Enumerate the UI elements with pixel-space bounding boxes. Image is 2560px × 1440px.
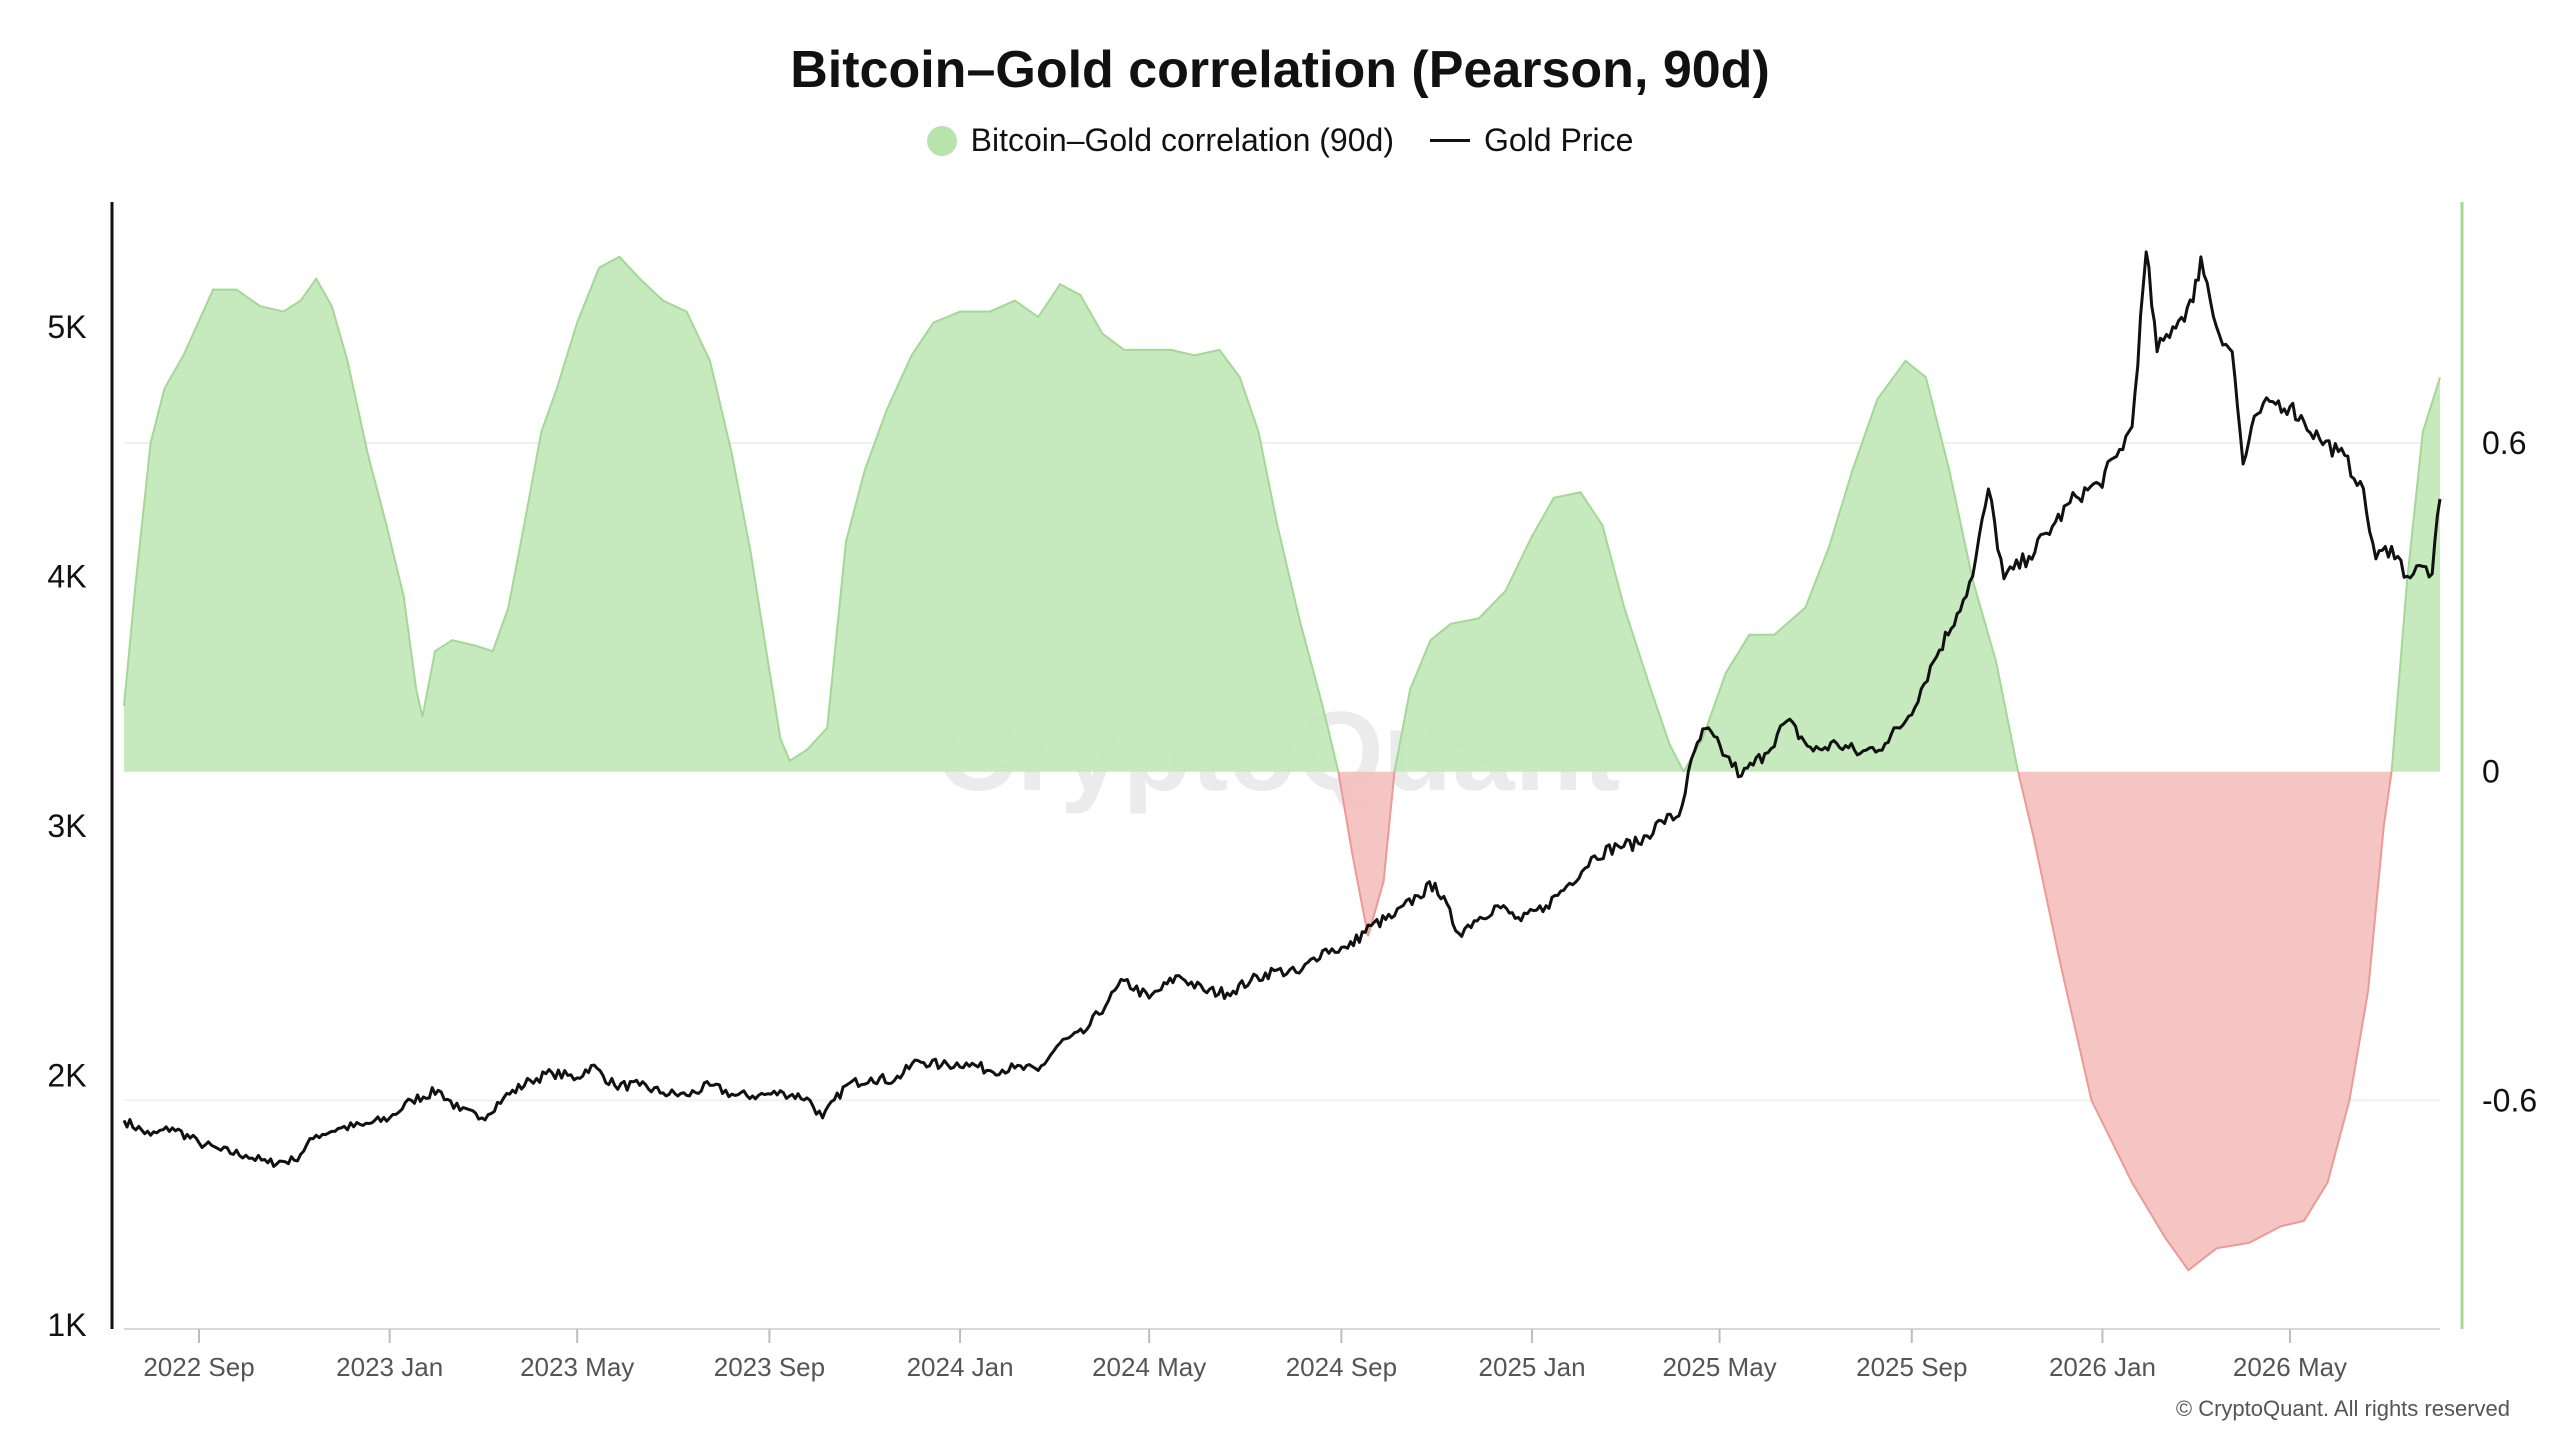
- legend-swatch-gold: [1429, 139, 1470, 142]
- y-left-tick-label: 1K: [47, 1307, 86, 1343]
- correlation-area-positive: [2391, 377, 2440, 772]
- x-tick-label: 2026 May: [2233, 1352, 2347, 1382]
- legend-item-gold[interactable]: Gold Price: [1429, 122, 1634, 159]
- legend-item-correlation[interactable]: Bitcoin–Gold correlation (90d): [926, 122, 1394, 159]
- legend: Bitcoin–Gold correlation (90d) Gold Pric…: [0, 122, 2560, 159]
- x-tick-label: 2024 Jan: [907, 1352, 1014, 1382]
- tick-layer: 2022 Sep 2023 Jan 2023 May 2023 Sep 2024 Jan…: [47, 309, 2537, 1382]
- x-tick-label: 2024 May: [1092, 1352, 1206, 1382]
- x-tick-label: 2022 Sep: [143, 1352, 254, 1382]
- correlation-area-positive: [1394, 492, 1684, 772]
- correlation-edge-positive: [1682, 359, 2020, 773]
- correlation-area-negative: [2018, 771, 2392, 1271]
- y-left-tick-label: 2K: [47, 1057, 86, 1093]
- legend-label-gold: Gold Price: [1483, 122, 1634, 158]
- x-tick-label: 2023 Sep: [714, 1352, 825, 1382]
- y-left-tick-label: 5K: [47, 309, 86, 345]
- legend-swatch-correlation: [926, 125, 957, 156]
- correlation-edge-positive: [123, 255, 1340, 772]
- x-tick-label: 2026 Jan: [2049, 1352, 2156, 1382]
- y-left-tick-label: 4K: [47, 558, 86, 594]
- axis-layer: [110, 202, 2464, 1330]
- gold-line-layer: [122, 250, 2442, 1168]
- y-right-tick-label: 0.6: [2482, 425, 2526, 461]
- correlation-area-positive: [1683, 360, 2019, 772]
- x-tick-label: 2023 May: [520, 1352, 634, 1382]
- x-tick-label: 2024 Sep: [1286, 1352, 1397, 1382]
- correlation-area-negative: [1338, 771, 1395, 937]
- y-right-tick-label: 0: [2482, 754, 2500, 790]
- legend-label-correlation: Bitcoin–Gold correlation (90d): [970, 122, 1394, 158]
- correlation-area-positive: [124, 256, 1339, 772]
- chart-title: Bitcoin–Gold correlation (Pearson, 90d): [790, 41, 1770, 99]
- correlation-edge-negative: [1337, 771, 1396, 937]
- correlation-edge-positive: [2390, 377, 2441, 772]
- x-tick-label: 2025 Sep: [1856, 1352, 1967, 1382]
- x-tick-label: 2025 May: [1662, 1352, 1776, 1382]
- correlation-edge-positive: [1393, 491, 1685, 773]
- copyright-text: © CryptoQuant. All rights reserved: [2175, 1396, 2510, 1421]
- x-tick-label: 2025 Jan: [1479, 1352, 1586, 1382]
- grid-layer: [124, 442, 2440, 1102]
- y-left-tick-label: 3K: [47, 808, 86, 844]
- y-right-tick-label: -0.6: [2482, 1082, 2537, 1118]
- correlation-edge-negative: [2017, 771, 2393, 1272]
- correlation-area-layer: [123, 255, 2441, 1272]
- x-tick-label: 2023 Jan: [336, 1352, 443, 1382]
- gold-price-line: [122, 250, 2442, 1168]
